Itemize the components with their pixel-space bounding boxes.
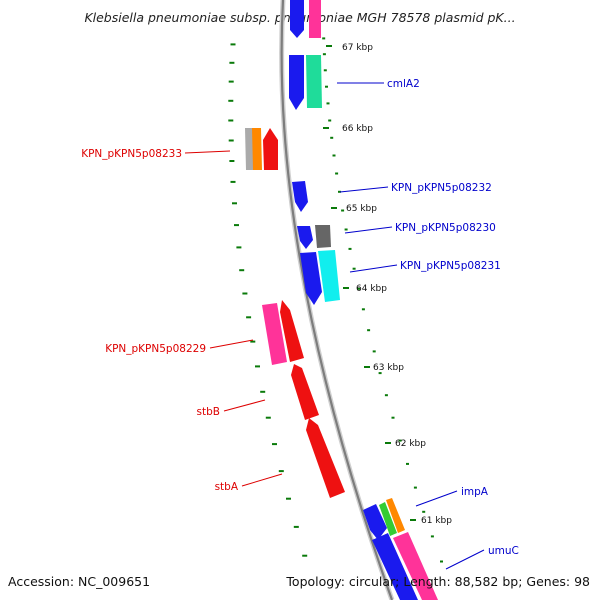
- gene-label-kpn-08229[interactable]: KPN_pKPN5p08229: [105, 343, 206, 355]
- tick-label: 61 kbp: [421, 516, 452, 526]
- gc-content-track-left: [228, 43, 308, 557]
- gene-label-impa[interactable]: impA: [461, 486, 489, 498]
- gene-feature[interactable]: [379, 502, 397, 536]
- scale-ticks: [323, 45, 416, 521]
- gene-label-kpn-08233[interactable]: KPN_pKPN5p08233: [81, 148, 182, 160]
- gene-feature[interactable]: [290, 0, 304, 38]
- gene-label-kpn-08230[interactable]: KPN_pKPN5p08230: [395, 222, 496, 234]
- backbone: [279, 0, 395, 600]
- gene-feature[interactable]: [280, 300, 304, 362]
- tick-label: 67 kbp: [342, 43, 373, 53]
- gene-feature[interactable]: [386, 498, 405, 533]
- tick-label: 65 kbp: [346, 204, 377, 214]
- gene-features: [245, 0, 438, 600]
- gene-feature[interactable]: [309, 0, 321, 38]
- leader-lines: [184, 82, 485, 570]
- gene-feature-cmla2[interactable]: [289, 55, 304, 110]
- gene-feature-stbb[interactable]: [291, 364, 319, 420]
- gene-feature[interactable]: [245, 128, 254, 170]
- gene-label-umuc[interactable]: umuC: [488, 545, 519, 557]
- gene-feature-kpn-08229[interactable]: [262, 303, 287, 365]
- gene-label-stba[interactable]: stbA: [215, 481, 239, 493]
- gene-label-stbb[interactable]: stbB: [197, 406, 220, 418]
- tick-label: 66 kbp: [342, 124, 373, 134]
- gene-feature-umuc[interactable]: [393, 532, 438, 600]
- ruler-track-right: [322, 37, 443, 563]
- gene-feature-kpn-08232[interactable]: [292, 181, 308, 212]
- gene-label-cmla2[interactable]: cmlA2: [387, 78, 420, 90]
- gene-feature-kpn-08233[interactable]: [263, 128, 278, 170]
- gene-labels: cmlA2 KPN_pKPN5p08233 KPN_pKPN5p08232 KP…: [81, 78, 519, 557]
- accession-text: Accession: NC_009651: [8, 574, 150, 589]
- gene-feature[interactable]: [372, 533, 418, 600]
- gene-feature[interactable]: [300, 252, 322, 305]
- gene-label-kpn-08231[interactable]: KPN_pKPN5p08231: [400, 260, 501, 272]
- gene-feature[interactable]: [252, 128, 262, 170]
- gene-feature-stba[interactable]: [306, 418, 345, 498]
- summary-text: Topology: circular; Length: 88,582 bp; G…: [285, 574, 590, 589]
- gene-feature[interactable]: [306, 55, 322, 108]
- tick-labels: 67 kbp 66 kbp 65 kbp 64 kbp 63 kbp 62 kb…: [342, 43, 452, 526]
- gene-feature[interactable]: [297, 226, 313, 249]
- tick-label: 62 kbp: [395, 439, 426, 449]
- gene-label-kpn-08232[interactable]: KPN_pKPN5p08232: [391, 182, 492, 194]
- tick-label: 64 kbp: [356, 284, 387, 294]
- gene-feature-impa[interactable]: [363, 504, 387, 540]
- tick-label: 63 kbp: [373, 363, 404, 373]
- gene-feature-kpn-08231[interactable]: [318, 250, 340, 302]
- gene-feature-kpn-08230[interactable]: [315, 225, 331, 248]
